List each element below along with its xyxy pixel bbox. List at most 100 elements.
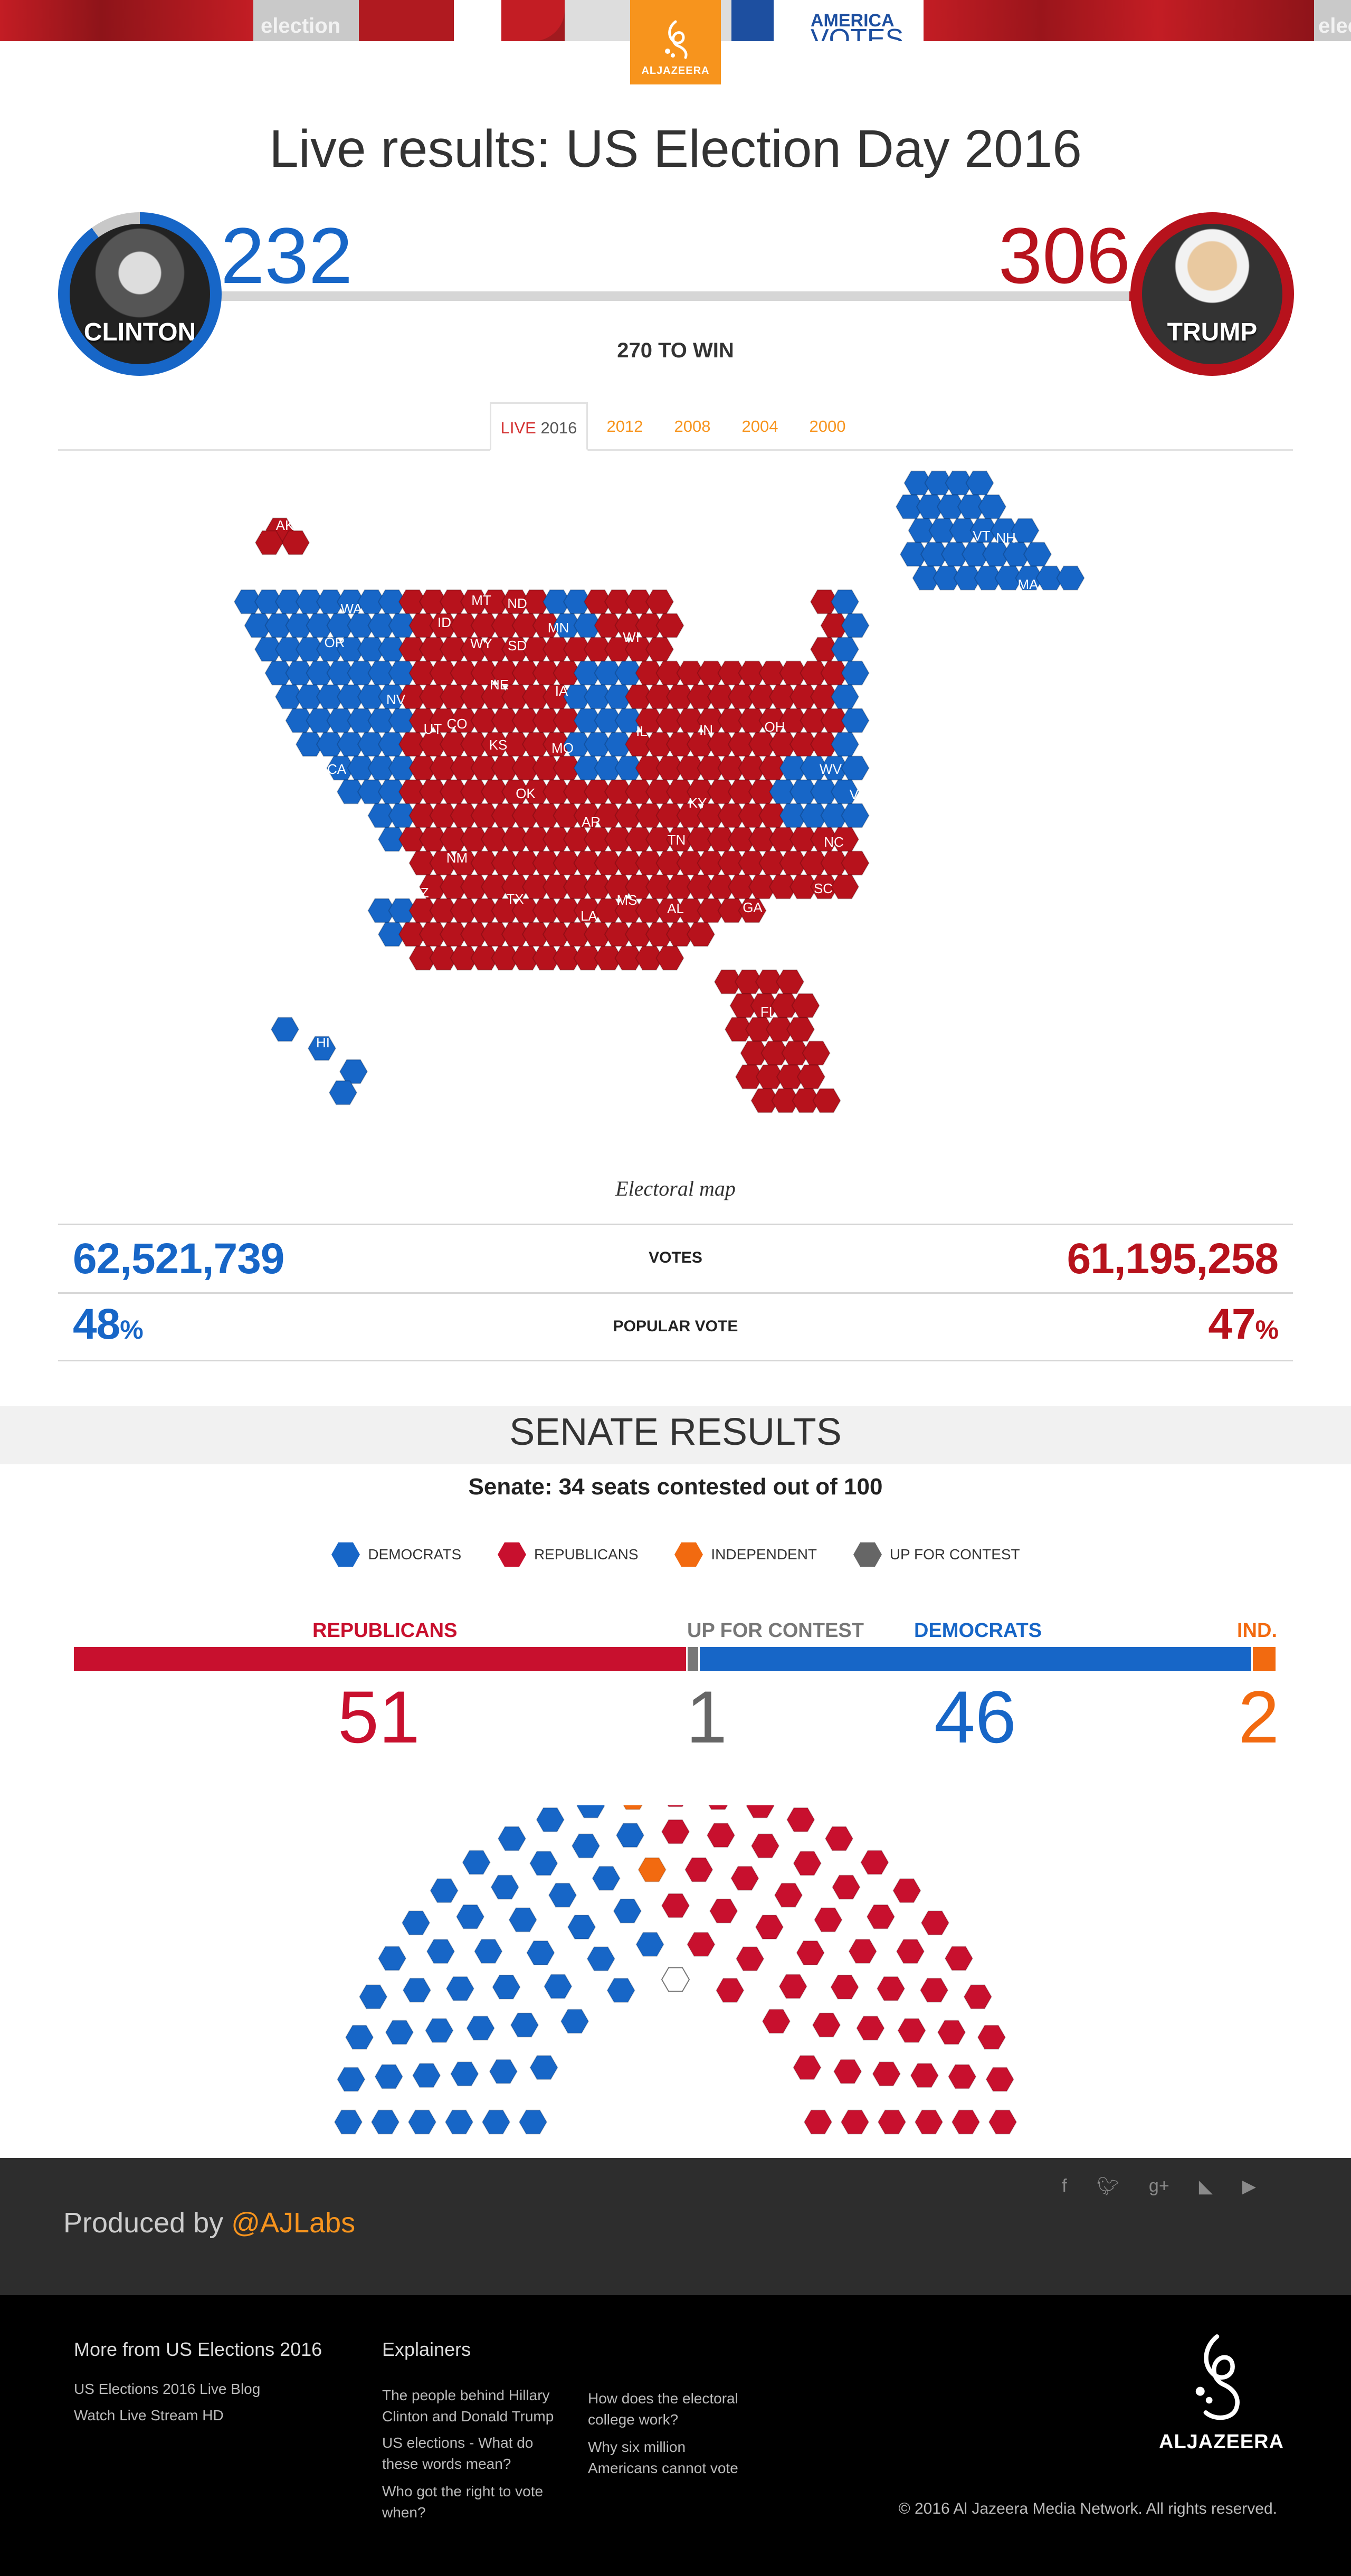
banner-word: VOTES: [811, 24, 904, 41]
map-hex-cell: [755, 1064, 785, 1090]
state-label-nv: NV: [386, 692, 406, 707]
democrats-seat: [345, 2025, 374, 2050]
state-label-dc: DC: [924, 782, 944, 798]
democrats-seat: [445, 1976, 475, 2001]
tab-2012[interactable]: 2012: [606, 417, 643, 435]
map-hex-cell: [965, 470, 994, 496]
map-hex-cell: [470, 945, 499, 971]
map-hex-cell: [655, 945, 684, 971]
footer-link[interactable]: US Elections 2016 Live Blog: [74, 2381, 261, 2397]
state-label-oh: OH: [765, 719, 785, 735]
twitter-icon[interactable]: 🐦︎: [1096, 2176, 1119, 2196]
tab-2004[interactable]: 2004: [741, 417, 778, 435]
map-hex-cell: [781, 1040, 810, 1066]
state-label-hi: HI: [316, 1035, 330, 1050]
republicans-seat: [814, 1907, 843, 1933]
republicans-seat: [706, 1823, 736, 1848]
republicans-seat: [716, 1978, 745, 2003]
divider: [58, 1292, 1293, 1294]
state-label-la: LA: [581, 908, 597, 924]
state-label-in: IN: [699, 722, 713, 738]
democrats-seat: [567, 1915, 596, 1940]
youtube-icon[interactable]: ▶: [1242, 2176, 1256, 2196]
banner-graphic: [924, 0, 1314, 41]
senate-legend: DEMOCRATS REPUBLICANS INDEPENDENT UP FOR…: [0, 1541, 1351, 1571]
map-hex-cell: [841, 755, 870, 781]
social-links: f 🐦︎ g+ ◣ ▶: [1062, 2176, 1256, 2197]
map-hex-cell: [791, 993, 820, 1018]
facebook-icon[interactable]: f: [1062, 2176, 1067, 2196]
explainer-link[interactable]: US elections - What do these words mean?: [382, 2435, 534, 2472]
page-title: Live results: US Election Day 2016: [269, 119, 1082, 178]
map-hex-cell: [734, 969, 764, 995]
map-hex-cell: [812, 1088, 841, 1113]
explainer-link[interactable]: How does the electoral college work?: [588, 2390, 738, 2428]
trump-popular-pct: 47%: [1208, 1300, 1279, 1349]
footer-links: [0, 2295, 1351, 2576]
map-hex-cell: [614, 945, 643, 971]
democrats-seat: [481, 2109, 511, 2135]
map-hex-cell: [450, 945, 479, 971]
democrats-seat: [536, 1807, 565, 1832]
republicans-seat: [848, 1939, 877, 1964]
tab-live-2016[interactable]: LIVE 2016: [490, 402, 588, 451]
map-hex-cell: [841, 850, 870, 876]
aljazeera-logo[interactable]: ALJAZEERA: [630, 0, 721, 84]
democrats-seat: [635, 1931, 664, 1957]
explainer-link[interactable]: The people behind Hillary Clinton and Do…: [382, 2387, 554, 2425]
map-hex-cell: [830, 684, 860, 709]
year-tabs: LIVE 2016 2012 2008 2004 2000: [58, 402, 1293, 451]
map-hex-cell: [771, 1088, 800, 1113]
democrats-seat: [426, 1939, 455, 1964]
democrats-seat: [474, 1939, 503, 1964]
map-hex-cell: [377, 922, 407, 947]
map-hex-cell: [1015, 565, 1044, 591]
ajlabs-link[interactable]: @AJLabs: [231, 2207, 356, 2239]
democrats-seat: [529, 2055, 558, 2080]
rss-icon[interactable]: ◣: [1198, 2176, 1213, 2196]
state-label-sd: SD: [508, 638, 527, 654]
republicans-seat: [661, 1819, 690, 1844]
map-hex-cell: [750, 993, 779, 1018]
republicans-seat: [774, 1882, 803, 1908]
state-label-ar: AR: [582, 814, 601, 830]
republicans-seat: [876, 1976, 906, 2001]
explainer-link[interactable]: Why six million Americans cannot vote: [588, 2439, 738, 2476]
tab-2008[interactable]: 2008: [674, 417, 711, 435]
democrats-seat: [560, 2009, 589, 2034]
senate-title: SENATE RESULTS: [509, 1411, 842, 1453]
democrats-seat: [544, 1974, 573, 1999]
clinton-avatar: CLINTON: [58, 212, 222, 376]
explainer-link[interactable]: Who got the right to vote when?: [382, 2483, 544, 2521]
map-hex-cell: [729, 993, 758, 1018]
democrats-seat: [518, 2109, 548, 2135]
state-label-ri: RI: [1067, 620, 1080, 636]
map-hex-cell: [665, 922, 695, 947]
footer-link[interactable]: Watch Live Stream HD: [74, 2407, 224, 2423]
map-hex-cell: [750, 1088, 779, 1113]
google-plus-icon[interactable]: g+: [1148, 2176, 1169, 2196]
trump-photo: TRUMP: [1142, 224, 1282, 364]
republicans-seat: [856, 2015, 885, 2041]
senate-header-band: [0, 1406, 1351, 1464]
democrats-seat: [401, 1910, 431, 1936]
democrats-seat: [529, 1851, 558, 1876]
state-label-tn: TN: [668, 832, 686, 848]
state-label-wv: WV: [820, 761, 842, 777]
map-hex-cell: [717, 898, 746, 923]
live-label: LIVE: [500, 419, 536, 437]
map-hex-cell: [841, 803, 870, 828]
legend-democrats: DEMOCRATS: [331, 1541, 461, 1568]
tab-2000[interactable]: 2000: [809, 417, 846, 435]
republicans-seat: [866, 1904, 896, 1929]
banner-graphic: [454, 0, 501, 41]
map-hex-cell: [765, 1017, 795, 1042]
electoral-hex-map[interactable]: AK ME VT NH WA MT ND MN WI MI NY MA CT RI OR ID WY SD NE IA…: [0, 465, 1351, 1130]
republicans-seat: [896, 1939, 925, 1964]
trump-electoral-count: 306: [998, 211, 1130, 300]
democrats-seat: [402, 1977, 432, 2003]
democrats-seat: [337, 2067, 366, 2092]
republicans-seat: [708, 1805, 728, 1810]
republicans-seat: [667, 1805, 684, 1807]
aljazeera-footer-logo[interactable]: ALJAZEERA: [1159, 2333, 1283, 2454]
